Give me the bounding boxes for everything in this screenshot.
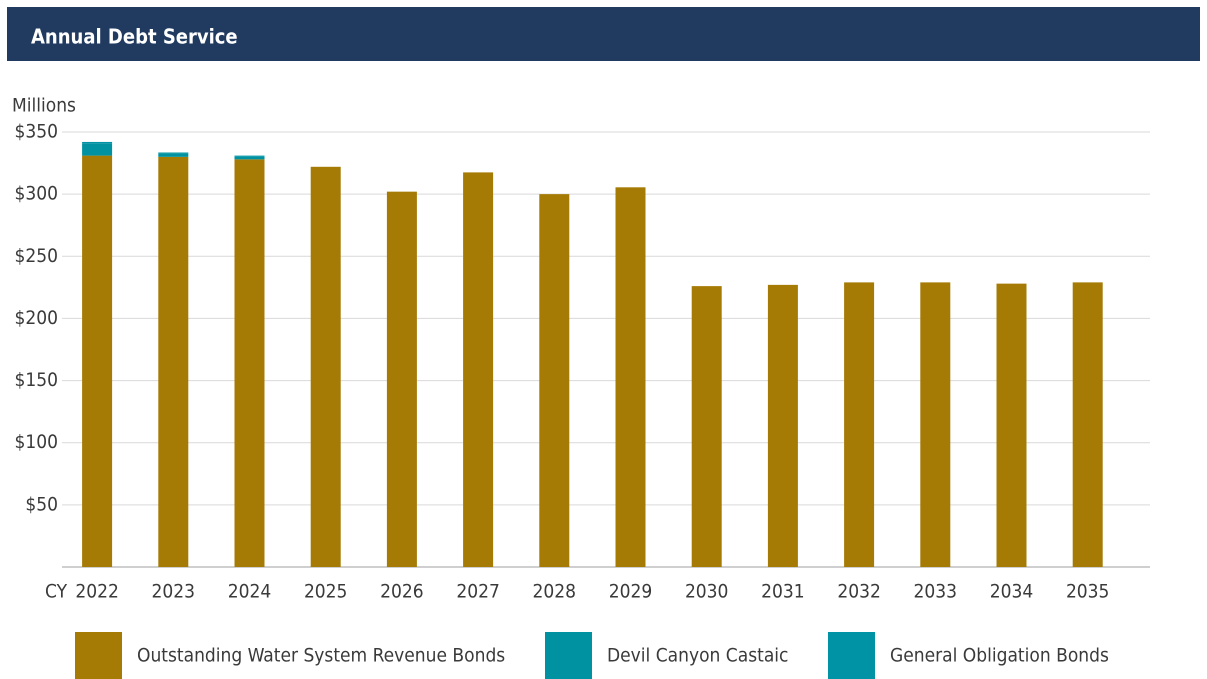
bar-segment [158,153,189,157]
bar-segment [463,172,494,567]
x-tick-label: 2029 [609,581,653,603]
y-tick-label: $100 [15,431,59,453]
bar-segment [234,159,265,568]
bar-segment [920,282,951,567]
x-tick-label: 2028 [533,581,577,603]
x-tick-label: 2032 [837,581,881,603]
x-tick-label: 2025 [304,581,348,603]
bar-segment [996,283,1027,567]
bar-segment [158,156,189,567]
bar-segment [234,156,265,160]
y-tick-label: $150 [15,369,59,391]
bar-segment [1072,282,1103,567]
y-tick-label: $250 [15,245,59,267]
header-bar [7,7,1200,61]
x-tick-label: 2023 [152,581,196,603]
bar-segment [844,282,875,567]
bar-segment [82,143,113,156]
legend-swatch [545,632,592,679]
bar-segment [158,152,189,154]
x-tick-label: 2033 [914,581,958,603]
bar-segment [615,187,646,568]
bar-segment [539,194,570,567]
legend-label: General Obligation Bonds [890,645,1109,667]
bar-segment [767,284,798,567]
chart-title: Annual Debt Service [31,25,238,49]
x-tick-label: 2026 [380,581,424,603]
x-tick-label: 2035 [1066,581,1110,603]
x-tick-label: 2024 [228,581,272,603]
bar-segment [82,155,113,567]
legend-label: Devil Canyon Castaic [607,645,788,667]
y-tick-label: $300 [15,183,59,205]
bar-segment [234,155,265,157]
legend-swatch [75,632,122,679]
x-tick-label: 2031 [761,581,805,603]
y-tick-label: $200 [15,307,59,329]
x-tick-label: 2022 [75,581,119,603]
legend-swatch [828,632,875,679]
y-tick-label: $50 [25,493,58,515]
bar-segment [386,191,417,567]
x-tick-label: 2034 [990,581,1034,603]
y-tick-label: $350 [15,121,59,143]
bar-segment [310,166,341,568]
bar-segment [82,141,113,144]
x-tick-label: 2030 [685,581,729,603]
legend-label: Outstanding Water System Revenue Bonds [137,645,505,667]
bar-segment [691,286,722,567]
x-axis-label: CY [45,581,68,603]
x-tick-label: 2027 [456,581,500,603]
y-axis-label: Millions [12,95,76,117]
